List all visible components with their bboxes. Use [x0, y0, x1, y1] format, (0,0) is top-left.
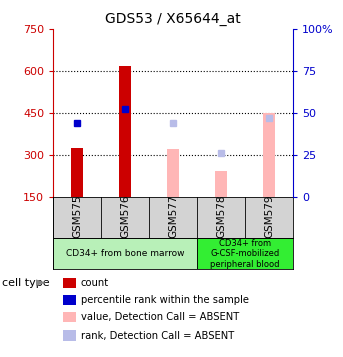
Title: GDS53 / X65644_at: GDS53 / X65644_at	[105, 12, 241, 26]
Text: GSM579: GSM579	[264, 195, 274, 238]
Text: percentile rank within the sample: percentile rank within the sample	[81, 295, 249, 305]
Text: GSM576: GSM576	[120, 195, 130, 238]
Bar	[63, 331, 76, 341]
Text: count: count	[81, 278, 109, 288]
Text: CD34+ from
G-CSF-mobilized
peripheral blood: CD34+ from G-CSF-mobilized peripheral bl…	[211, 239, 280, 268]
Bar	[71, 148, 83, 197]
Text: value, Detection Call = ABSENT: value, Detection Call = ABSENT	[81, 312, 239, 322]
Text: ►: ►	[36, 276, 46, 289]
Text: CD34+ from bone marrow: CD34+ from bone marrow	[66, 249, 185, 258]
Bar	[263, 113, 275, 197]
Text: rank, Detection Call = ABSENT: rank, Detection Call = ABSENT	[81, 331, 234, 341]
Text: GSM575: GSM575	[72, 195, 82, 238]
Bar	[215, 171, 227, 197]
Bar	[63, 312, 76, 322]
Text: GSM577: GSM577	[168, 195, 178, 238]
Bar	[63, 278, 76, 288]
Bar	[53, 238, 197, 269]
Bar	[197, 238, 293, 269]
Bar	[119, 66, 131, 197]
Bar	[167, 149, 179, 197]
Text: cell type: cell type	[2, 278, 49, 288]
Bar	[63, 295, 76, 305]
Text: GSM578: GSM578	[216, 195, 226, 238]
